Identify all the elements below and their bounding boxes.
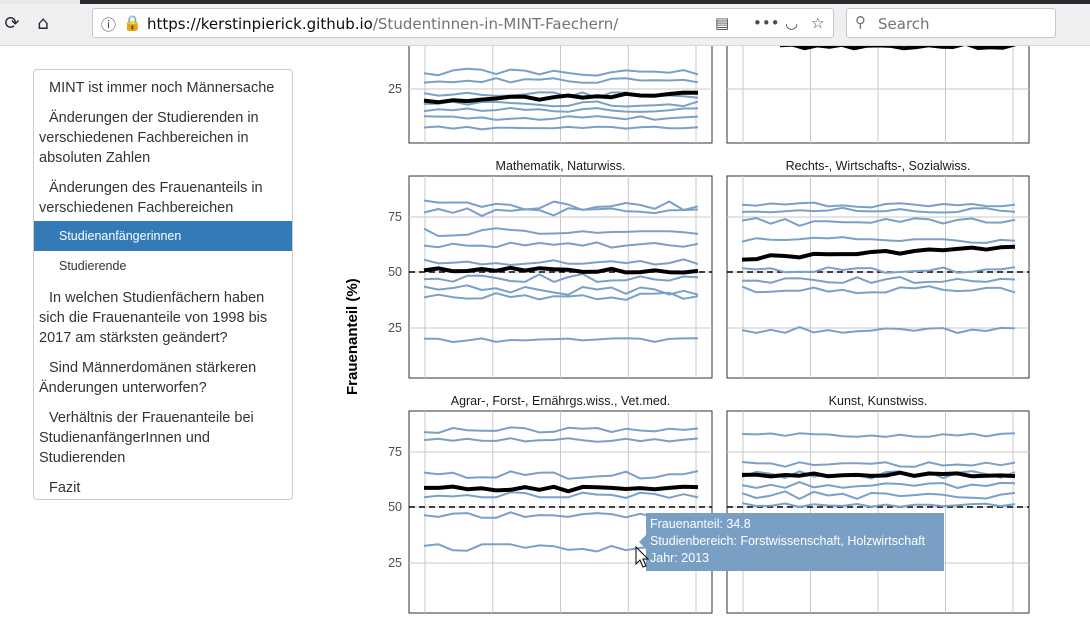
series-line: [423, 67, 699, 77]
tooltip-category: Studienbereich: Forstwissenschaft, Holzw…: [650, 534, 926, 548]
panel-title-mathematik: Mathematik, Naturwiss.: [495, 159, 626, 173]
tick-label: 50: [388, 500, 402, 514]
series-line: [423, 437, 699, 443]
url-bar[interactable]: ⓘ 🔒 https://kerstinpierick.github.io/Stu…: [92, 8, 834, 38]
series-line: [423, 100, 699, 108]
reload-icon[interactable]: ⟳: [4, 12, 20, 34]
series-lines: [423, 46, 1016, 553]
tick-label: 25: [388, 556, 402, 570]
series-line: [741, 236, 1016, 244]
mean-line: [741, 244, 1016, 262]
tooltip-year: Jahr: 2013: [650, 551, 710, 565]
tooltip-value: Frauenanteil: 34.8: [650, 517, 751, 531]
toc-item-staerkste-aenderung[interactable]: In welchen Studienfächern haben sich die…: [39, 290, 268, 346]
series-line: [424, 337, 699, 343]
series-line: [741, 266, 1016, 274]
tick-label: 75: [388, 210, 402, 224]
table-of-contents: MINT ist immer noch Männersache Änderung…: [33, 69, 293, 500]
mean-line: [741, 470, 1016, 479]
toc-item-studierende[interactable]: Studierende: [59, 259, 127, 273]
url-host: https://kerstinpierick.github.io: [147, 15, 373, 33]
series-line: [423, 207, 699, 217]
series-line: [423, 273, 699, 283]
series-line: [423, 115, 699, 121]
tick-label: 50: [388, 265, 402, 279]
series-line: [741, 490, 1016, 500]
toc-item-mint[interactable]: MINT ist immer noch Männersache: [49, 80, 275, 96]
series-line: [741, 432, 1016, 438]
toc-item-maennerdomaenen[interactable]: Sind Männerdomänen stärkeren Änderungen …: [39, 360, 257, 396]
reader-view-icon[interactable]: ▤: [715, 14, 730, 32]
toc-item-absolute[interactable]: Änderungen der Studierenden in verschied…: [39, 110, 259, 166]
tick-label: 25: [388, 321, 402, 335]
series-line: [741, 326, 1016, 334]
mean-line: [424, 484, 699, 494]
search-placeholder: Search: [878, 15, 930, 33]
series-line: [423, 426, 699, 434]
series-line: [741, 201, 1016, 209]
bookmark-star-icon[interactable]: ☆: [811, 14, 825, 32]
browser-toolbar: ⟳ ⌂ ⓘ 🔒 https://kerstinpierick.github.io…: [0, 0, 1090, 46]
series-line: [741, 285, 1016, 295]
series-line: [423, 491, 699, 499]
series-line: [741, 276, 1016, 284]
toc-item-fazit[interactable]: Fazit: [49, 480, 81, 496]
lock-icon[interactable]: 🔒: [123, 14, 142, 32]
mean-line: [780, 46, 1016, 51]
active-tab[interactable]: [0, 0, 80, 4]
facet-chart[interactable]: [0, 46, 1090, 630]
toc-item-frauenanteil[interactable]: Änderungen des Frauenanteils in verschie…: [39, 180, 263, 216]
series-line: [423, 107, 699, 113]
url-text[interactable]: https://kerstinpierick.github.io/Student…: [147, 15, 618, 33]
hover-tooltip: Frauenanteil: 34.8 Studienbereich: Forst…: [639, 513, 944, 571]
panel-title-rechts: Rechts-, Wirtschafts-, Sozialwiss.: [785, 159, 971, 173]
toc-item-verhaeltnis[interactable]: Verhältnis der Frauenanteile bei Studien…: [39, 410, 254, 466]
series-line: [741, 217, 1016, 227]
home-icon[interactable]: ⌂: [37, 12, 49, 34]
series-line: [741, 481, 1016, 489]
search-input[interactable]: ⚲ Search: [846, 8, 1056, 38]
series-line: [741, 502, 1016, 508]
series-line: [423, 284, 699, 296]
series-line: [741, 206, 1016, 214]
tab-strip: [0, 0, 1090, 4]
more-actions-icon[interactable]: •••: [753, 14, 780, 32]
series-line: [423, 77, 699, 84]
toc-item-studienanfaengerinnen[interactable]: Studienanfängerinnen: [34, 221, 292, 251]
series-line: [423, 470, 699, 480]
series-line: [423, 241, 699, 249]
panel-title-kunst: Kunst, Kunstwiss.: [828, 394, 928, 408]
tick-label: 75: [388, 445, 402, 459]
search-icon: ⚲: [855, 13, 866, 31]
panel-title-agrar: Agrar-, Forst-, Ernährgs.wiss., Vet.med.: [450, 394, 671, 408]
series-line: [423, 199, 699, 211]
pocket-icon[interactable]: ◡: [785, 14, 799, 32]
info-icon[interactable]: ⓘ: [101, 16, 117, 34]
series-line: [423, 258, 699, 266]
series-line: [423, 291, 699, 301]
series-line: [741, 461, 1016, 468]
mean-line: [423, 90, 699, 105]
url-path: /Studentinnen-in-MINT-Faechern/: [372, 15, 619, 33]
series-line: [423, 227, 699, 237]
mean-line: [423, 265, 699, 275]
series-line: [423, 125, 699, 131]
tick-label: 25: [388, 82, 402, 96]
mouse-cursor-icon: [635, 546, 649, 568]
